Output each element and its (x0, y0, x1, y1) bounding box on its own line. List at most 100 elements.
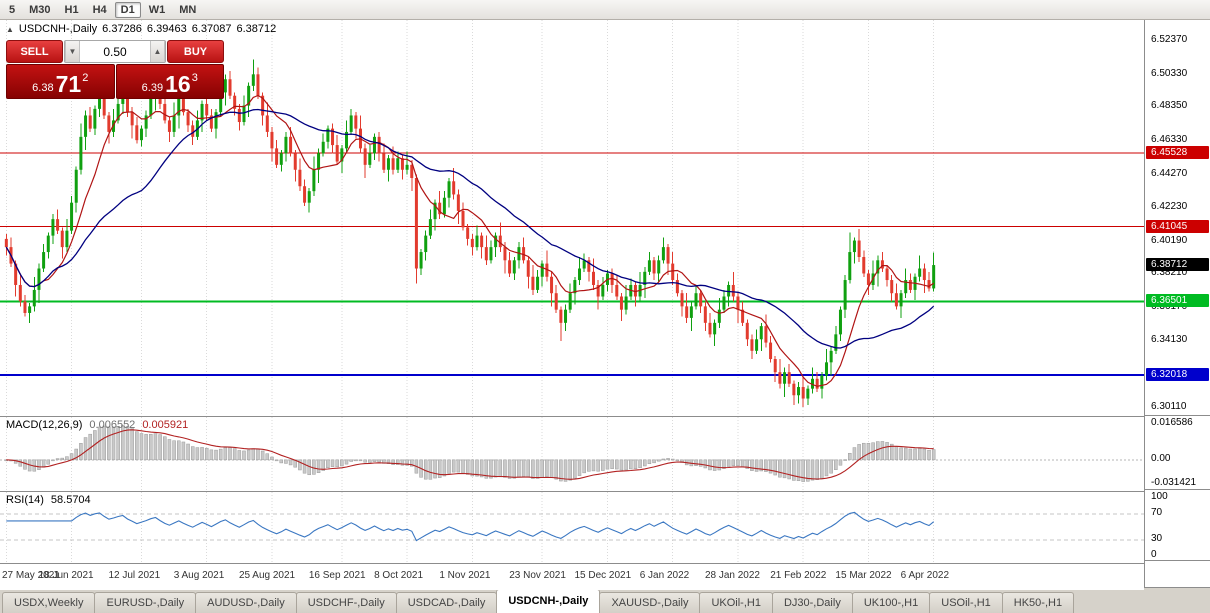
macd-tick-label: 0.016586 (1151, 417, 1193, 428)
rsi-tick-label: 0 (1151, 549, 1157, 560)
chart-tab-usdcnh-daily[interactable]: USDCNH-,Daily (496, 589, 601, 613)
rsi-tick-label: 70 (1151, 507, 1163, 519)
date-axis[interactable]: 27 May 2021 18 Jun 2021 12 Jul 2021 3 Aug 2… (0, 564, 1144, 590)
sell-price-pip: 2 (82, 72, 89, 84)
price-tick-label: 6.52370 (1151, 34, 1188, 46)
date-axis-label: 1 Nov 2021 (439, 570, 491, 581)
chart-tab-uk100-h1[interactable]: UK100-,H1 (851, 592, 931, 613)
date-axis-label: 18 Jun 2021 (38, 570, 94, 581)
pane-separator (1145, 560, 1210, 561)
sell-button[interactable]: SELL (6, 40, 63, 63)
chart-tab-usdchf-daily[interactable]: USDCHF-,Daily (295, 592, 397, 613)
level-price-badge: 6.41045 (1146, 219, 1209, 233)
timeframe-button-m30[interactable]: M30 (23, 2, 56, 18)
price-tick-label: 6.44270 (1151, 167, 1188, 179)
chart-symbol-label: USDCNH-,Daily (18, 23, 98, 35)
pane-separator (1145, 415, 1210, 416)
date-axis-label: 15 Dec 2021 (574, 570, 632, 581)
date-axis-label: 25 Aug 2021 (238, 570, 296, 581)
rsi-tick-label: 100 (1151, 491, 1168, 502)
chart-tab-eurusd-daily[interactable]: EURUSD-,Daily (94, 592, 197, 613)
volume-control: ▼ ▲ (64, 40, 166, 63)
price-tick-label: 6.38210 (1151, 267, 1188, 279)
level-price-badge: 6.45528 (1146, 145, 1209, 159)
buy-price-prefix: 6.39 (141, 81, 164, 94)
sell-price-big-digits: 71 (55, 71, 82, 98)
sell-price-box[interactable]: 6.38 71 2 (6, 64, 115, 99)
macd-label: MACD(12,26,9) 0.006552 0.005921 (6, 419, 188, 431)
price-tick-label: 6.30110 (1151, 400, 1187, 412)
volume-input[interactable] (80, 41, 150, 62)
current-price-badge: 6.38712 (1146, 258, 1209, 272)
macd-tick-label: 0.00 (1151, 452, 1171, 464)
date-axis-label: 3 Aug 2021 (173, 570, 225, 581)
collapse-panel-icon[interactable]: ▲ (6, 24, 14, 34)
date-axis-label: 12 Jul 2021 (108, 570, 161, 581)
timeframe-button-h1[interactable]: H1 (59, 2, 85, 18)
date-axis-label: 6 Jan 2022 (639, 570, 690, 581)
level-price-badge: 6.32018 (1146, 368, 1209, 382)
date-axis-label: 27 May 2021 (2, 570, 60, 581)
chart-area: ▲ USDCNH-,Daily 6.37286 6.39463 6.37087 … (0, 20, 1144, 590)
chart-tab-audusd-daily[interactable]: AUDUSD-,Daily (195, 592, 297, 613)
main-price-pane[interactable]: ▲ USDCNH-,Daily 6.37286 6.39463 6.37087 … (0, 20, 1144, 417)
timeframe-button-d1[interactable]: D1 (114, 1, 141, 18)
price-tick-label: 6.42230 (1151, 201, 1188, 213)
rsi-indicator-pane[interactable]: RSI(14) 58.5704 (0, 492, 1144, 564)
chart-tab-dj30-daily[interactable]: DJ30-,Daily (771, 592, 853, 613)
price-tick-label: 6.40190 (1151, 234, 1188, 246)
macd-canvas[interactable] (0, 417, 1144, 490)
timeframe-button-group: 5 M30 H1 H4 D1 W1 MN (3, 1, 202, 18)
price-tick-label: 6.34130 (1151, 334, 1188, 346)
macd-signal-value: 0.005921 (142, 419, 189, 431)
date-axis-label: 16 Sep 2021 (308, 570, 366, 581)
rsi-tick-label: 30 (1151, 532, 1163, 544)
chart-tab-usoil-h1[interactable]: USOil-,H1 (929, 592, 1003, 613)
date-axis-label: 28 Jan 2022 (704, 570, 760, 581)
ohlc-close-value: 6.38712 (236, 23, 277, 35)
timeframe-button-mn[interactable]: MN (173, 2, 202, 18)
volume-increase-button[interactable]: ▲ (150, 41, 165, 62)
price-tick-label: 6.48350 (1151, 100, 1188, 112)
chart-tab-usdx-weekly[interactable]: USDX,Weekly (2, 592, 96, 613)
macd-indicator-pane[interactable]: MACD(12,26,9) 0.006552 0.005921 (0, 417, 1144, 492)
chart-tabs-bar: USDX,Weekly EURUSD-,Daily AUDUSD-,Daily USD… (0, 587, 1210, 613)
rsi-canvas[interactable] (0, 492, 1144, 562)
timeframe-button-h4[interactable]: H4 (87, 2, 113, 18)
macd-name: MACD(12,26,9) (6, 419, 83, 431)
rsi-name: RSI(14) (6, 494, 44, 506)
date-axis-label: 8 Oct 2021 (374, 570, 423, 581)
rsi-label: RSI(14) 58.5704 (6, 494, 91, 506)
chart-tab-ukoil-h1[interactable]: UKOil-,H1 (699, 592, 773, 613)
main-chart-canvas[interactable] (0, 20, 1144, 415)
macd-main-value: 0.006552 (89, 419, 136, 431)
date-axis-label: 23 Nov 2021 (509, 570, 566, 581)
date-axis-label: 21 Feb 2022 (770, 570, 827, 581)
ohlc-high-value: 6.39463 (146, 23, 187, 35)
date-axis-label: 6 Apr 2022 (900, 570, 950, 581)
timeframe-toolbar: 5 M30 H1 H4 D1 W1 MN (0, 0, 1210, 20)
date-axis-label: 15 Mar 2022 (835, 570, 892, 581)
timeframe-button-w1[interactable]: W1 (143, 2, 172, 18)
sell-price-prefix: 6.38 (32, 81, 54, 94)
chart-tab-usdcad-daily[interactable]: USDCAD-,Daily (395, 592, 498, 613)
volume-decrease-button[interactable]: ▼ (65, 41, 80, 62)
price-tick-label: 6.46330 (1151, 133, 1188, 145)
ohlc-open-value: 6.37286 (102, 23, 142, 35)
price-scale[interactable]: 6.52370 6.50330 6.48350 6.46330 6.44270 6.422… (1144, 20, 1210, 587)
pane-separator (1145, 489, 1210, 490)
buy-button[interactable]: BUY (167, 40, 224, 63)
rsi-value: 58.5704 (50, 494, 91, 506)
buy-price-box[interactable]: 6.39 16 3 (115, 64, 224, 99)
timeframe-button-5[interactable]: 5 (3, 2, 21, 18)
chart-title: ▲ USDCNH-,Daily 6.37286 6.39463 6.37087 … (6, 23, 276, 35)
chart-tab-hk50-h1[interactable]: HK50-,H1 (1001, 592, 1075, 613)
buy-price-big-digits: 16 (165, 71, 191, 98)
macd-tick-label: -0.031421 (1151, 477, 1197, 488)
chart-workspace: ▲ USDCNH-,Daily 6.37286 6.39463 6.37087 … (0, 20, 1210, 590)
level-price-badge: 6.36501 (1146, 294, 1209, 308)
chart-tab-xauusd-daily[interactable]: XAUUSD-,Daily (599, 592, 701, 613)
price-tick-label: 6.50330 (1151, 67, 1188, 79)
